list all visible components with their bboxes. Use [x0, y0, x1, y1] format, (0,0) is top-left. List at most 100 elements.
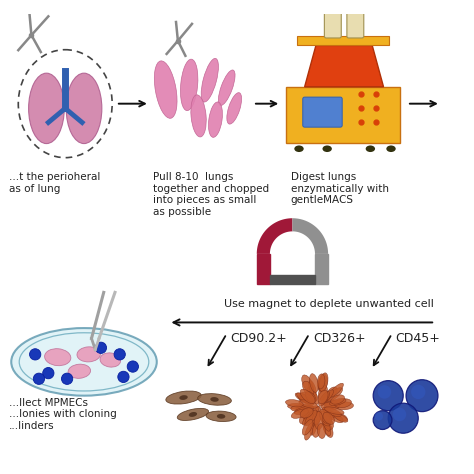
Ellipse shape — [294, 406, 314, 415]
Ellipse shape — [318, 377, 326, 392]
Text: CD90.2+: CD90.2+ — [230, 332, 287, 345]
FancyBboxPatch shape — [347, 0, 364, 38]
Text: Digest lungs
enzymatically with
gentleMACS: Digest lungs enzymatically with gentleMA… — [291, 172, 389, 205]
Ellipse shape — [324, 407, 344, 414]
Ellipse shape — [323, 409, 335, 418]
Ellipse shape — [329, 399, 346, 405]
Ellipse shape — [314, 411, 323, 429]
Ellipse shape — [312, 406, 321, 427]
Circle shape — [388, 403, 418, 433]
Ellipse shape — [302, 375, 313, 392]
Ellipse shape — [305, 392, 316, 403]
Ellipse shape — [322, 407, 341, 417]
Ellipse shape — [11, 328, 157, 396]
Ellipse shape — [209, 102, 222, 137]
Polygon shape — [315, 254, 328, 284]
Ellipse shape — [322, 416, 330, 431]
Ellipse shape — [28, 73, 64, 144]
Ellipse shape — [166, 391, 201, 404]
Polygon shape — [286, 87, 401, 143]
Ellipse shape — [312, 411, 320, 425]
Ellipse shape — [319, 373, 328, 392]
Ellipse shape — [327, 388, 343, 401]
Circle shape — [62, 373, 73, 384]
Ellipse shape — [303, 410, 315, 421]
Ellipse shape — [189, 412, 197, 417]
Ellipse shape — [302, 419, 313, 435]
Ellipse shape — [291, 405, 311, 411]
Ellipse shape — [335, 402, 354, 410]
Ellipse shape — [323, 421, 331, 436]
Ellipse shape — [318, 390, 328, 404]
Ellipse shape — [297, 393, 313, 404]
Ellipse shape — [206, 411, 236, 421]
Ellipse shape — [327, 411, 343, 423]
Ellipse shape — [285, 400, 303, 407]
Circle shape — [127, 361, 138, 372]
Ellipse shape — [68, 364, 91, 378]
Ellipse shape — [191, 95, 206, 137]
Ellipse shape — [155, 61, 177, 118]
Ellipse shape — [323, 390, 334, 402]
Ellipse shape — [307, 387, 317, 401]
Ellipse shape — [321, 393, 332, 405]
Polygon shape — [257, 254, 270, 284]
Ellipse shape — [318, 374, 328, 392]
Circle shape — [43, 367, 54, 379]
Ellipse shape — [324, 400, 337, 409]
Polygon shape — [292, 218, 328, 254]
Ellipse shape — [300, 392, 312, 403]
Circle shape — [373, 381, 403, 410]
Ellipse shape — [179, 395, 188, 400]
Ellipse shape — [198, 393, 231, 405]
Polygon shape — [297, 36, 389, 46]
Ellipse shape — [295, 393, 310, 403]
Ellipse shape — [326, 0, 339, 3]
Ellipse shape — [319, 409, 332, 424]
Circle shape — [29, 349, 41, 360]
Ellipse shape — [298, 395, 314, 405]
Circle shape — [411, 385, 426, 399]
Ellipse shape — [210, 397, 219, 402]
Circle shape — [118, 371, 129, 383]
Ellipse shape — [326, 401, 341, 408]
Ellipse shape — [201, 58, 219, 102]
Ellipse shape — [310, 419, 317, 435]
Ellipse shape — [305, 422, 314, 440]
Ellipse shape — [77, 347, 100, 362]
Ellipse shape — [331, 395, 345, 404]
Ellipse shape — [292, 409, 309, 419]
Circle shape — [374, 412, 383, 420]
Ellipse shape — [323, 421, 333, 438]
Ellipse shape — [217, 414, 225, 419]
Ellipse shape — [177, 409, 209, 420]
Ellipse shape — [296, 405, 314, 412]
Ellipse shape — [181, 59, 198, 110]
Text: ...t the perioheral
as of lung: ...t the perioheral as of lung — [9, 172, 100, 194]
Ellipse shape — [322, 146, 332, 152]
Ellipse shape — [310, 390, 319, 404]
Ellipse shape — [329, 383, 344, 397]
Circle shape — [95, 342, 107, 354]
Ellipse shape — [296, 405, 313, 412]
Ellipse shape — [323, 412, 335, 424]
Ellipse shape — [334, 399, 351, 408]
Ellipse shape — [349, 0, 362, 3]
FancyBboxPatch shape — [324, 0, 341, 38]
Ellipse shape — [294, 146, 304, 152]
Polygon shape — [270, 274, 315, 284]
Ellipse shape — [386, 146, 396, 152]
Ellipse shape — [327, 387, 337, 398]
Ellipse shape — [288, 403, 307, 410]
Ellipse shape — [309, 381, 316, 395]
Circle shape — [406, 380, 438, 411]
Ellipse shape — [319, 411, 330, 426]
Ellipse shape — [317, 423, 326, 438]
Circle shape — [392, 408, 406, 421]
Text: CD45+: CD45+ — [396, 332, 441, 345]
Text: CD326+: CD326+ — [313, 332, 366, 345]
Ellipse shape — [219, 70, 235, 106]
Ellipse shape — [312, 424, 320, 438]
Text: Use magnet to deplete unwanted cell: Use magnet to deplete unwanted cell — [224, 299, 434, 309]
Polygon shape — [305, 46, 383, 87]
